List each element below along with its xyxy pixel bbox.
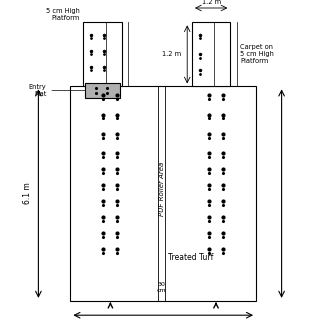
Bar xyxy=(70,86,256,301)
Text: 1.2 m: 1.2 m xyxy=(202,0,221,5)
Text: Treated Turf: Treated Turf xyxy=(168,253,214,262)
Text: 30
cm: 30 cm xyxy=(157,282,166,293)
Text: 6.1 m: 6.1 m xyxy=(23,183,32,204)
Text: 1.2 m: 1.2 m xyxy=(162,52,181,57)
Bar xyxy=(192,22,230,86)
Bar xyxy=(85,83,120,98)
Text: 5 cm High
Platform: 5 cm High Platform xyxy=(46,8,80,21)
Bar xyxy=(83,22,122,86)
Text: Entry
Mat: Entry Mat xyxy=(29,84,99,97)
Text: PUF Roller Area: PUF Roller Area xyxy=(159,162,164,216)
Text: Carpet on
5 cm High
Platform: Carpet on 5 cm High Platform xyxy=(240,44,274,64)
